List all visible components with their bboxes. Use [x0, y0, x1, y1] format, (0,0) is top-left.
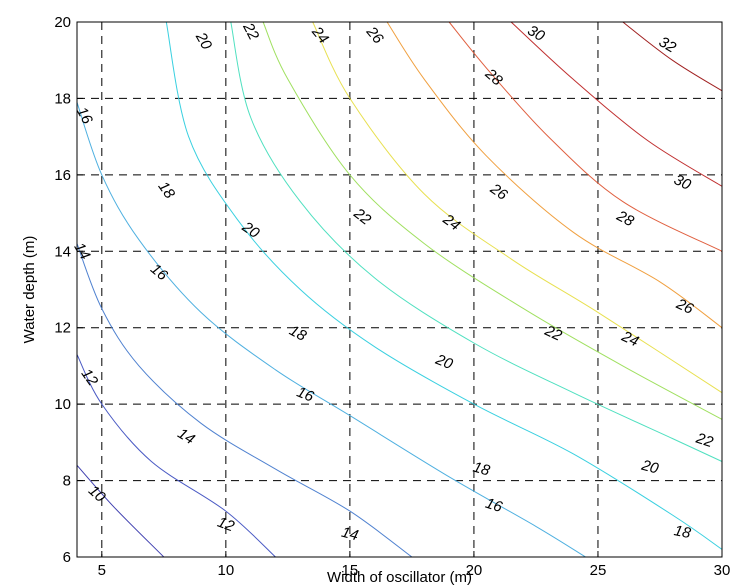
contour-line-22 — [262, 21, 723, 420]
grid-lines — [77, 21, 723, 558]
y-tick-label: 16 — [54, 167, 71, 184]
x-tick-label: 15 — [342, 562, 359, 579]
y-tick-label: 20 — [54, 14, 71, 31]
contour-label-30: 30 — [524, 22, 548, 45]
contour-line-14 — [76, 243, 413, 558]
contour-label-14: 14 — [175, 425, 198, 448]
contour-label-26: 26 — [362, 23, 387, 48]
contour-line-24 — [312, 21, 723, 394]
y-tick-label: 14 — [54, 243, 71, 260]
contour-line-30 — [510, 21, 723, 187]
y-tick-label: 6 — [63, 549, 71, 566]
x-tick-label: 30 — [714, 562, 731, 579]
contour-label-20: 20 — [639, 457, 661, 478]
contour-label-16: 16 — [294, 384, 316, 406]
contour-label-28: 28 — [613, 207, 637, 231]
y-tick-label: 18 — [54, 90, 71, 107]
contour-line-32 — [622, 21, 723, 92]
x-tick-label: 25 — [590, 562, 607, 579]
contour-line-20 — [230, 21, 723, 462]
y-tick-label: 10 — [54, 396, 71, 413]
contour-label-22: 22 — [350, 204, 375, 229]
contour-lines — [76, 21, 723, 558]
x-tick-label: 10 — [218, 562, 235, 579]
contour-label-12: 12 — [215, 514, 237, 536]
y-axis-label: Water depth (m) — [21, 236, 38, 344]
contour-label-18: 18 — [286, 322, 309, 345]
contour-label-30: 30 — [671, 171, 694, 194]
contour-line-12 — [76, 354, 276, 558]
contour-label-22: 22 — [541, 322, 565, 345]
contour-line-26 — [386, 21, 723, 329]
contour-label-20: 20 — [238, 218, 263, 242]
contour-label-10: 10 — [85, 482, 109, 506]
contour-label-24: 24 — [439, 210, 463, 234]
contour-line-28 — [448, 21, 723, 252]
x-axis-label: Width of oscillator (m) — [327, 569, 472, 586]
contour-label-24: 24 — [308, 23, 332, 47]
contour-label-12: 12 — [78, 366, 102, 390]
contour-label-26: 26 — [673, 295, 697, 318]
contour-line-10 — [76, 464, 165, 558]
plot-frame — [76, 21, 723, 558]
contour-label-14: 14 — [340, 524, 361, 545]
contour-line-18 — [165, 21, 723, 550]
contour-label-22: 22 — [239, 19, 263, 43]
contour-label-20: 20 — [432, 351, 455, 374]
contour-label-18: 18 — [672, 522, 692, 542]
x-tick-label: 20 — [466, 562, 483, 579]
contour-label-18: 18 — [471, 459, 492, 480]
contour-label-24: 24 — [618, 328, 641, 351]
x-tick-label: 5 — [98, 562, 106, 579]
contour-label-20: 20 — [191, 29, 215, 53]
y-tick-label: 8 — [63, 473, 71, 490]
contour-label-16: 16 — [483, 495, 505, 517]
contour-label-26: 26 — [486, 180, 511, 204]
contour-label-16: 16 — [147, 260, 171, 284]
y-tick-label: 12 — [54, 320, 71, 337]
contour-line-16 — [76, 102, 586, 558]
contour-label-18: 18 — [155, 178, 179, 202]
contour-label-32: 32 — [656, 33, 680, 56]
contour-label-22: 22 — [693, 429, 716, 451]
contour-label-16: 16 — [73, 104, 96, 127]
